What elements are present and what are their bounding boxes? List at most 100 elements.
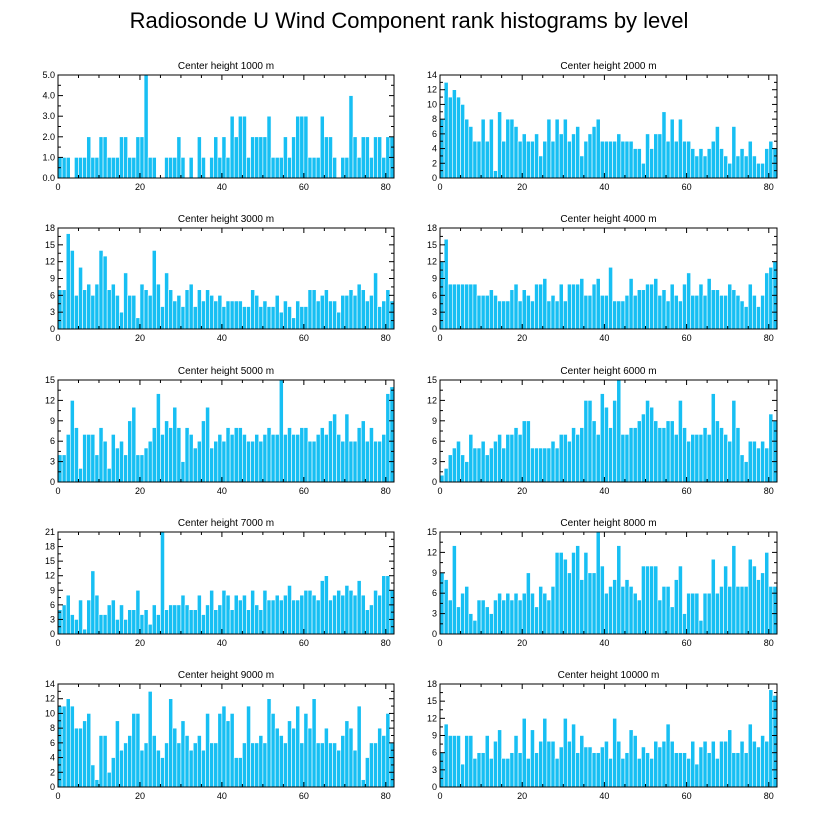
bar: [649, 758, 655, 788]
bar: [632, 427, 638, 483]
bar: [332, 594, 337, 635]
bar: [221, 589, 227, 635]
bar: [715, 126, 720, 179]
bar: [319, 295, 325, 330]
bar: [636, 420, 642, 483]
bar: [217, 157, 223, 179]
bar: [628, 140, 634, 179]
bar: [291, 599, 296, 635]
bar: [348, 95, 354, 179]
bar: [497, 592, 502, 635]
bar: [636, 758, 642, 788]
bar: [460, 283, 465, 330]
bar: [176, 136, 182, 179]
bar: [595, 531, 601, 635]
bar: [389, 386, 395, 483]
bar: [579, 579, 585, 635]
bar: [747, 440, 753, 483]
bar: [254, 742, 260, 788]
bar: [336, 311, 342, 330]
bar: [209, 295, 215, 330]
bar: [143, 74, 149, 179]
bar: [299, 594, 305, 635]
x-tick-label: 0: [437, 182, 442, 192]
bar: [653, 420, 659, 483]
bar: [521, 592, 527, 635]
bar: [192, 609, 198, 635]
x-tick-label: 80: [381, 182, 391, 192]
bar: [480, 599, 486, 635]
y-tick-label: 6: [50, 290, 55, 300]
bar: [311, 289, 317, 330]
y-tick-label: 0: [50, 629, 55, 639]
bar: [661, 111, 667, 179]
bar: [61, 157, 67, 179]
bar: [225, 427, 231, 483]
bar: [562, 300, 568, 330]
bar: [513, 126, 519, 179]
bar: [546, 118, 552, 179]
bar: [86, 136, 92, 179]
bar: [156, 749, 161, 788]
bar: [250, 742, 255, 788]
x-tick-label: 0: [55, 182, 60, 192]
bar: [164, 420, 169, 483]
bar: [752, 155, 757, 179]
bar: [74, 295, 79, 330]
y-tick-label: 10: [45, 708, 55, 718]
bar: [505, 434, 511, 483]
bar: [583, 295, 589, 330]
bar: [460, 592, 465, 635]
bar: [604, 140, 609, 179]
bar: [352, 295, 358, 330]
bar: [340, 295, 346, 330]
bar: [246, 306, 251, 330]
bar: [571, 133, 576, 179]
y-tick-label: 15: [45, 556, 55, 566]
bar: [131, 157, 137, 179]
bar: [221, 705, 227, 788]
bar: [464, 461, 470, 483]
bar: [127, 420, 133, 483]
bar: [768, 413, 774, 483]
bar: [534, 133, 539, 179]
bar: [164, 157, 169, 179]
bar: [558, 434, 564, 483]
bar: [756, 579, 761, 635]
x-tick-label: 60: [682, 638, 692, 648]
bar: [505, 300, 511, 330]
panel-title: Center height 8000 m: [560, 518, 656, 529]
bar: [587, 295, 593, 330]
bar: [599, 565, 605, 635]
bar: [356, 705, 362, 788]
bar: [156, 283, 161, 330]
bar: [645, 752, 650, 788]
x-tick-label: 0: [55, 486, 60, 496]
panel-title: Center height 6000 m: [560, 366, 656, 377]
bar: [74, 727, 79, 788]
bar: [344, 157, 350, 179]
bar: [135, 317, 141, 330]
bar: [274, 594, 280, 635]
bar: [604, 592, 609, 635]
bar: [172, 157, 178, 179]
bar: [706, 434, 712, 483]
bar: [624, 434, 630, 483]
bar: [723, 295, 728, 330]
bar: [760, 162, 765, 179]
bar: [628, 278, 634, 330]
bar: [489, 758, 494, 788]
bar: [731, 400, 737, 483]
bar: [608, 586, 613, 635]
bar: [764, 148, 770, 179]
bar: [768, 266, 774, 330]
bar: [616, 133, 622, 179]
bar: [221, 136, 227, 179]
bar: [632, 148, 638, 179]
bar: [472, 447, 478, 483]
bar: [328, 742, 333, 788]
bar: [682, 752, 687, 788]
bar: [706, 752, 712, 788]
bar: [229, 115, 235, 179]
bar: [641, 565, 646, 635]
